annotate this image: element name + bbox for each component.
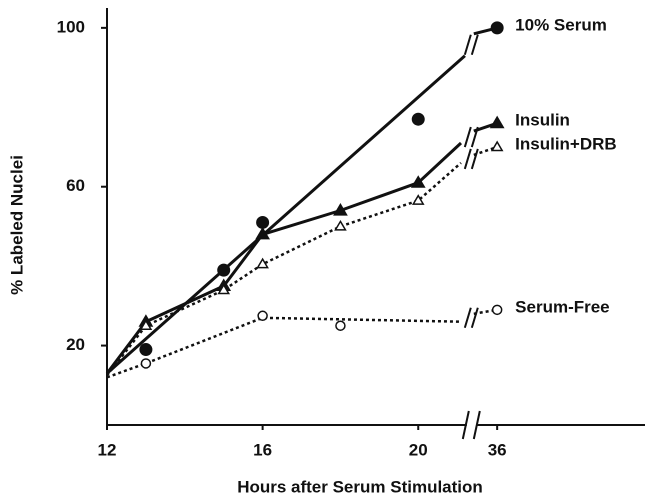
marker [411,194,425,205]
line-break [463,126,472,148]
marker [140,358,152,369]
series-line [106,316,462,379]
series-label: Insulin+DRB [515,134,617,153]
marker [333,203,348,216]
marker [489,115,505,129]
series-label: 10% Serum [515,15,607,34]
marker [255,226,270,240]
axis-break [472,410,481,440]
y-tick-label: 20 [66,335,85,354]
marker [217,263,231,277]
x-tick-label: 16 [253,440,272,459]
x-tick-label: 12 [98,440,117,459]
y-axis-label: % Labeled Nuclei [7,155,26,295]
axis-break [461,410,470,440]
series-label: Serum-Free [515,297,609,316]
y-tick-label: 100 [57,17,85,36]
line-break [470,34,479,56]
marker [217,283,231,295]
marker [411,112,425,126]
series-line [105,141,463,375]
marker [491,304,503,316]
marker [334,219,347,231]
marker [257,310,268,322]
x-tick-label: 20 [409,440,428,459]
x-axis-label: Hours after Serum Stimulation [237,477,483,496]
line-break [463,34,472,56]
line-break [463,307,472,329]
x-tick-label: 36 [488,440,507,459]
line-break [470,126,479,148]
marker [256,257,269,269]
marker [139,319,153,330]
marker [256,215,270,229]
marker [490,140,504,152]
series-line [106,54,466,375]
series-label: Insulin [515,111,570,130]
marker [335,320,346,331]
marker [139,343,153,357]
y-tick-label: 60 [66,176,85,195]
marker [410,175,426,188]
line-break [470,307,479,329]
line-break [463,148,472,170]
line-break [470,148,479,170]
series-line [106,161,462,377]
marker [490,21,504,35]
